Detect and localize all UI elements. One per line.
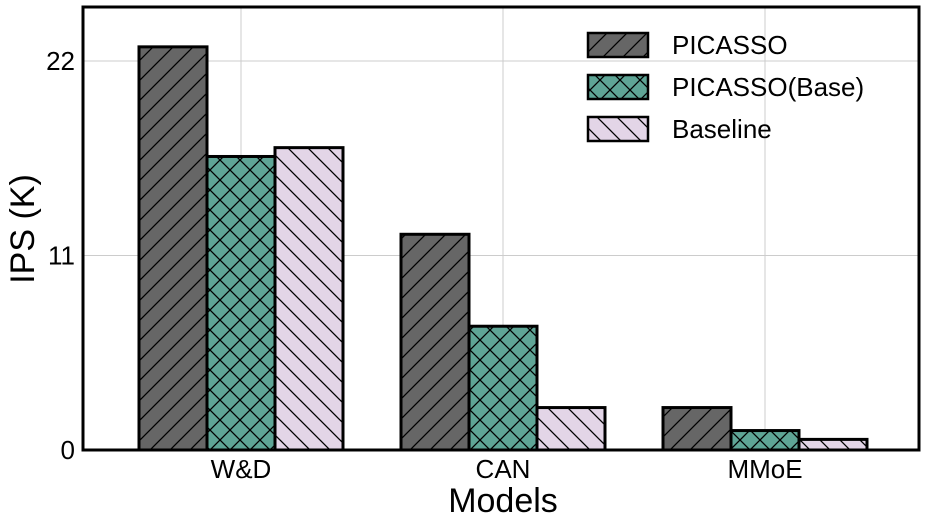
x-axis-title: Models [448, 482, 558, 520]
legend-label: PICASSO [672, 30, 788, 60]
bar-picasso-mmoe [661, 406, 733, 452]
y-axis-title: IPS (K) [4, 174, 42, 284]
bar-baseline-wd [273, 146, 345, 452]
y-tick-label: 22 [46, 46, 75, 76]
legend-label: PICASSO(Base) [672, 72, 864, 102]
bar-picasso-can [399, 232, 471, 452]
x-tick-label: MMoE [727, 454, 802, 484]
bar-picasso-wd [137, 45, 209, 452]
bars [137, 45, 869, 452]
y-axis-ticks: 0 11 22 [46, 46, 75, 465]
plot-area-frame [81, 5, 921, 452]
x-axis-ticks: W&D CAN MMoE [211, 454, 803, 484]
legend-swatch [586, 31, 650, 59]
legend: PICASSO PICASSO(Base) Baseline [586, 30, 864, 144]
bar-baseline-can [535, 406, 607, 452]
x-tick-label: CAN [476, 454, 531, 484]
y-tick-label: 11 [48, 241, 75, 271]
x-tick-label: W&D [211, 454, 272, 484]
bar-picasso-base--wd [205, 154, 277, 452]
legend-label: Baseline [672, 114, 772, 144]
bar-baseline-mmoe [797, 437, 869, 452]
y-tick-label: 0 [61, 435, 75, 465]
bar-picasso-base--can [467, 324, 539, 452]
legend-swatch [586, 73, 650, 101]
bar-picasso-base--mmoe [729, 429, 801, 452]
legend-swatch [586, 115, 650, 143]
